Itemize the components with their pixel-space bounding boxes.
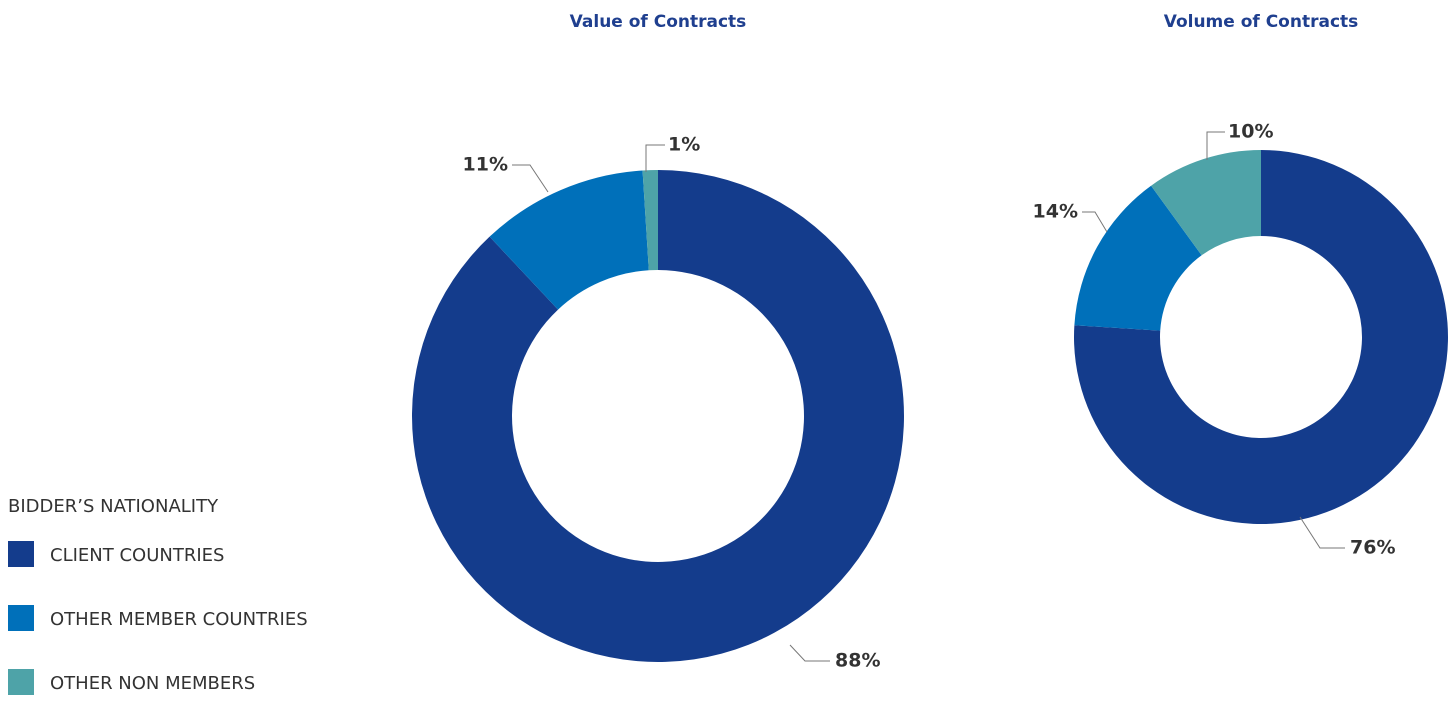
chart-title: Volume of Contracts (1164, 12, 1359, 32)
legend-swatch (8, 669, 34, 695)
chart-title: Value of Contracts (570, 12, 747, 32)
value-label: 76% (1350, 537, 1395, 559)
donut-slice (411, 170, 904, 662)
value-label: 1% (668, 134, 700, 156)
legend-label: CLIENT COUNTRIES (50, 545, 224, 566)
leader-line (1299, 516, 1345, 549)
value-label: 88% (835, 650, 880, 672)
legend-swatch (8, 605, 34, 631)
donut-slice (1074, 150, 1448, 524)
leader-line (645, 144, 665, 172)
donut-slice (642, 170, 658, 271)
leader-line (789, 644, 830, 662)
leader-line (1206, 131, 1225, 160)
legend-label: OTHER MEMBER COUNTRIES (50, 609, 308, 630)
legend-swatch (8, 541, 34, 567)
value-label: 10% (1228, 121, 1273, 143)
legend-title: BIDDER’S NATIONALITY (8, 496, 219, 517)
value-label: 14% (1033, 201, 1078, 223)
donut-slice (1074, 185, 1202, 331)
leader-line (512, 164, 549, 193)
donut-slice (1151, 150, 1261, 256)
value-label: 11% (463, 154, 508, 176)
legend-label: OTHER NON MEMBERS (50, 673, 255, 694)
donut-slice (489, 170, 649, 310)
leader-line (1082, 211, 1108, 233)
